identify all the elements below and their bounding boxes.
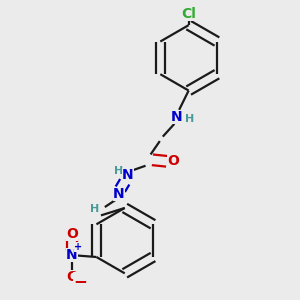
Text: N: N bbox=[113, 187, 124, 201]
Text: O: O bbox=[66, 227, 78, 241]
Text: H: H bbox=[184, 114, 194, 124]
Text: +: + bbox=[74, 242, 82, 252]
Text: N: N bbox=[66, 248, 78, 262]
Text: O: O bbox=[167, 154, 179, 168]
Text: −: − bbox=[73, 272, 87, 290]
Text: O: O bbox=[66, 270, 78, 284]
Text: H: H bbox=[114, 166, 123, 176]
Text: Cl: Cl bbox=[181, 7, 196, 21]
Text: H: H bbox=[90, 204, 99, 214]
Text: N: N bbox=[171, 110, 183, 124]
Text: N: N bbox=[122, 168, 134, 182]
